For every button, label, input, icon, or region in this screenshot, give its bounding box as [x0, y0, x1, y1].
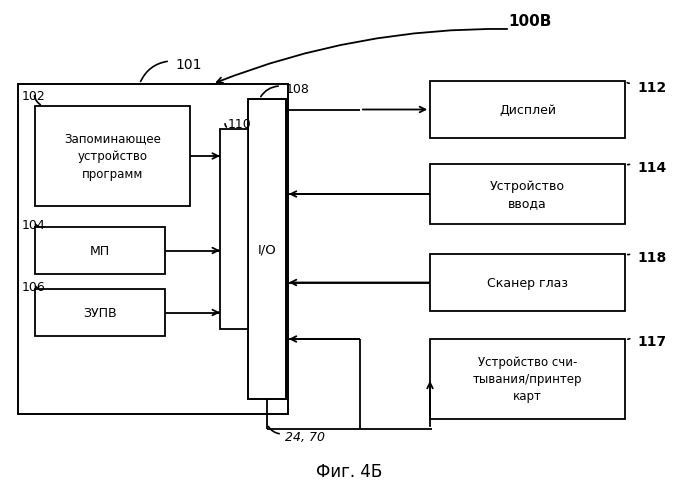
Text: Дисплей: Дисплей [499, 104, 556, 117]
Text: 104: 104 [22, 219, 45, 232]
FancyBboxPatch shape [248, 100, 286, 399]
FancyBboxPatch shape [430, 164, 625, 224]
Text: 112: 112 [637, 81, 666, 95]
Text: 102: 102 [22, 90, 45, 103]
Text: 114: 114 [637, 161, 666, 175]
Text: 101: 101 [175, 58, 201, 72]
FancyBboxPatch shape [18, 85, 288, 414]
Text: Фиг. 4Б: Фиг. 4Б [317, 462, 382, 480]
Text: ЗУПВ: ЗУПВ [83, 306, 117, 319]
Text: 106: 106 [22, 281, 45, 294]
Text: 110: 110 [228, 118, 252, 131]
FancyBboxPatch shape [35, 107, 190, 206]
Text: 117: 117 [637, 334, 666, 348]
Text: I/O: I/O [258, 243, 276, 256]
FancyBboxPatch shape [35, 227, 165, 274]
Text: Устройство счи-
тывания/принтер
карт: Устройство счи- тывания/принтер карт [473, 356, 582, 403]
FancyBboxPatch shape [35, 289, 165, 336]
FancyBboxPatch shape [430, 339, 625, 419]
Text: 24, 70: 24, 70 [285, 430, 325, 444]
Text: Устройство
ввода: Устройство ввода [490, 180, 565, 209]
Text: 108: 108 [286, 83, 310, 96]
Text: Запоминающее
устройство
программ: Запоминающее устройство программ [64, 132, 161, 181]
FancyBboxPatch shape [430, 254, 625, 311]
FancyBboxPatch shape [430, 82, 625, 139]
FancyBboxPatch shape [220, 130, 248, 329]
Text: 118: 118 [637, 250, 666, 264]
Text: МП: МП [90, 244, 110, 258]
Text: 100В: 100В [508, 15, 552, 29]
Text: Сканер глаз: Сканер глаз [487, 276, 568, 289]
